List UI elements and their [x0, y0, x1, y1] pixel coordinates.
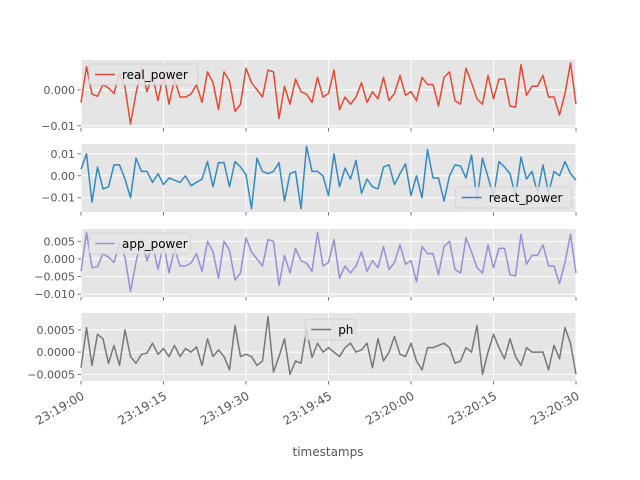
legend-box [455, 186, 573, 209]
subplot-stack: 0.000 −0.01 real_power 0.01 0.00 −0.01 react_p… [27, 60, 577, 385]
y-tick-label: −0.010 [34, 288, 75, 301]
subplot-ph: 0.0005 0.0000 −0.0005 ph [27, 313, 577, 385]
y-tick-label: 0.005 [44, 235, 76, 248]
series-line-ph [80, 315, 577, 376]
y-tick-label: −0.01 [41, 120, 75, 133]
legend-box [88, 63, 199, 86]
y-tick-label: −0.0005 [27, 368, 75, 381]
y-tick-label: 0.00 [51, 170, 76, 183]
subplot-real-power: 0.000 −0.01 real_power [41, 60, 577, 133]
y-tick-label: −0.01 [41, 192, 75, 205]
legend: real_power [88, 63, 199, 86]
y-tick-label: 0.000 [44, 84, 76, 97]
legend-label: ph [338, 323, 353, 337]
x-axis-label: timestamps [293, 445, 364, 459]
y-tick-label: 0.0005 [37, 324, 76, 337]
y-tick-label: 0.01 [51, 148, 76, 161]
legend: app_power [88, 232, 192, 255]
legend: react_power [455, 186, 573, 209]
legend-label: react_power [489, 191, 563, 205]
legend: ph [304, 318, 357, 341]
y-tick-label: 0.000 [44, 253, 76, 266]
subplot-react-power: 0.01 0.00 −0.01 react_power [41, 144, 577, 216]
subplot-app-power: 0.005 0.000 −0.005 −0.010 app_power [34, 229, 577, 301]
legend-label: real_power [122, 68, 188, 82]
legend-label: app_power [122, 237, 188, 251]
y-tick-label: 0.0000 [37, 346, 76, 359]
y-tick-label: −0.005 [34, 271, 75, 284]
legend-box [88, 232, 192, 255]
